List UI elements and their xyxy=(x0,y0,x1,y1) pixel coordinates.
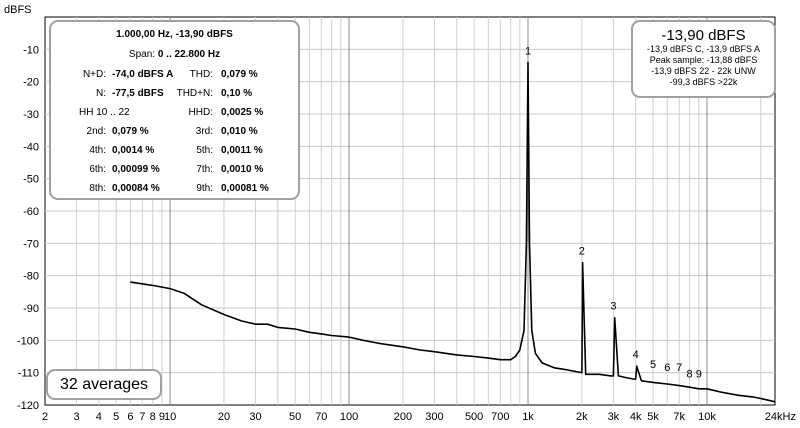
harmonic-markers: 1 2 3 45 6 78 9 xyxy=(525,45,702,380)
stats-label: 5th: xyxy=(196,145,213,156)
stats-label: 6th: xyxy=(89,164,106,175)
stats-label: N: xyxy=(96,88,106,99)
stats-value: 0,0014 % xyxy=(112,145,155,156)
x-tick-label: 10k xyxy=(698,411,716,423)
stats-value: 0,00099 % xyxy=(112,164,160,175)
level-line: Peak sample: -13,88 dBFS xyxy=(649,55,758,65)
harmonic-label: 5 xyxy=(650,359,656,371)
x-tick-label: 10 xyxy=(164,411,176,423)
x-tick-label: 200 xyxy=(394,411,412,423)
y-tick-labels: -10 -20 -30 -40 -50 -60 -70 -80 -90 -100 -110 -120 xyxy=(17,44,39,412)
harmonic-label: 2 xyxy=(579,246,585,258)
stats-label: 2nd: xyxy=(86,126,106,137)
stats-value: 0,079 % xyxy=(112,126,149,137)
stats-value: 0,00084 % xyxy=(112,183,160,194)
y-tick-label: -120 xyxy=(17,400,39,412)
x-tick-label: 24kHz xyxy=(765,411,796,423)
x-tick-label: 9 xyxy=(159,411,165,423)
harmonic-label: 3 xyxy=(610,301,616,313)
stats-value: -74,0 dBFS A xyxy=(112,69,174,80)
span-value: 0 .. 22.800 Hz xyxy=(157,49,221,60)
stats-label: 8th: xyxy=(89,183,106,194)
stats-row: 2nd: 0,079 % 3rd: 0,010 % xyxy=(51,126,298,140)
spectrum-trace xyxy=(130,61,776,403)
x-tick-label: 100 xyxy=(340,411,358,423)
x-tick-label: 70 xyxy=(315,411,327,423)
stats-value: 0,0010 % xyxy=(221,164,264,175)
stats-value: 0,079 % xyxy=(221,69,258,80)
y-tick-label: -60 xyxy=(23,206,39,218)
stats-row: HH 10 .. 22 HHD: 0,0025 % xyxy=(51,107,298,121)
stats-label: 4th: xyxy=(89,145,106,156)
x-tick-label: 5k xyxy=(647,411,659,423)
stats-row: N: -77,5 dBFS THD+N: 0,10 % xyxy=(51,88,298,102)
span-label: Span: xyxy=(128,49,156,60)
x-tick-label: 700 xyxy=(491,411,509,423)
x-tick-label: 4k xyxy=(630,411,642,423)
stats-row: 8th: 0,00084 % 9th: 0,00081 % xyxy=(51,183,298,197)
y-tick-label: -110 xyxy=(18,368,39,380)
stats-row: 6th: 0,00099 % 7th: 0,0010 % xyxy=(51,164,298,178)
stats-label: 7th: xyxy=(196,164,213,175)
y-axis-label: dBFS xyxy=(4,4,32,16)
harmonic-label: 1 xyxy=(525,45,531,57)
x-tick-label: 2 xyxy=(42,411,48,423)
x-tick-label: 50 xyxy=(289,411,301,423)
stats-value: -77,5 dBFS xyxy=(112,88,164,99)
x-tick-label: 8 xyxy=(150,411,156,423)
y-tick-label: -10 xyxy=(23,44,39,56)
stats-label: 9th: xyxy=(196,183,213,194)
averages-badge: 32 averages xyxy=(46,369,162,400)
stats-panel: 1.000,00 Hz, -13,90 dBFS Span: 0 .. 22.8… xyxy=(49,20,300,200)
level-line: -99,3 dBFS >22k xyxy=(669,77,738,87)
x-tick-label: 300 xyxy=(425,411,443,423)
averages-label: 32 averages xyxy=(59,376,149,393)
stats-span: Span: 0 .. 22.800 Hz xyxy=(51,49,298,60)
harmonic-label: 9 xyxy=(696,369,702,381)
stats-value: 0,010 % xyxy=(221,126,258,137)
stats-label: THD+N: xyxy=(176,88,213,99)
x-tick-label: 3k xyxy=(608,411,620,423)
y-tick-label: -20 xyxy=(23,77,39,89)
stats-row: N+D: -74,0 dBFS A THD: 0,079 % xyxy=(51,69,298,83)
y-tick-label: -50 xyxy=(23,174,39,186)
x-tick-label: 7k xyxy=(673,411,685,423)
stats-value: 0,10 % xyxy=(221,88,253,99)
x-tick-label: 1k xyxy=(522,411,534,423)
level-value: -13,90 dBFS xyxy=(661,27,746,44)
x-tick-labels: 2 3 4 5 6 7 8 9 10 20 30 50 70 100 200 300 500 700 1k 2k 3k 4… xyxy=(42,411,796,423)
stats-header: 1.000,00 Hz, -13,90 dBFS xyxy=(116,29,233,40)
x-tick-label: 5 xyxy=(113,411,119,423)
stats-label: HHD: xyxy=(188,107,213,118)
x-tick-label: 2k xyxy=(576,411,588,423)
x-tick-label: 6 xyxy=(127,411,133,423)
level-panel: -13,90 dBFS -13,9 dBFS C, -13,9 dBFS A P… xyxy=(631,20,776,98)
harmonic-label: 4 xyxy=(633,349,639,361)
stats-label: THD: xyxy=(189,69,213,80)
stats-value: 0,0025 % xyxy=(221,107,264,118)
level-line: -13,9 dBFS C, -13,9 dBFS A xyxy=(646,44,761,54)
harmonic-label: 7 xyxy=(676,362,682,374)
x-tick-label: 30 xyxy=(249,411,261,423)
x-tick-label: 3 xyxy=(73,411,79,423)
x-tick-label: 20 xyxy=(218,411,230,423)
y-tick-label: -70 xyxy=(23,238,39,250)
y-tick-label: -90 xyxy=(23,303,39,315)
stats-label: N+D: xyxy=(82,69,106,80)
x-tick-label: 500 xyxy=(465,411,483,423)
y-tick-label: -100 xyxy=(17,335,39,347)
y-tick-label: -40 xyxy=(23,141,39,153)
level-line: -13,9 dBFS 22 - 22k UNW xyxy=(651,66,756,76)
y-tick-label: -30 xyxy=(23,109,39,121)
stats-value: HH 10 .. 22 xyxy=(79,107,130,118)
stats-row: 4th: 0,0014 % 5th: 0,0011 % xyxy=(51,145,298,159)
x-tick-label: 4 xyxy=(96,411,102,423)
stats-label: 3rd: xyxy=(195,126,213,137)
harmonic-label: 6 xyxy=(664,362,670,374)
stats-value: 0,0011 % xyxy=(221,145,263,156)
stats-value: 0,00081 % xyxy=(221,183,269,194)
y-tick-label: -80 xyxy=(23,271,39,283)
x-tick-label: 7 xyxy=(139,411,145,423)
harmonic-label: 8 xyxy=(687,369,693,381)
